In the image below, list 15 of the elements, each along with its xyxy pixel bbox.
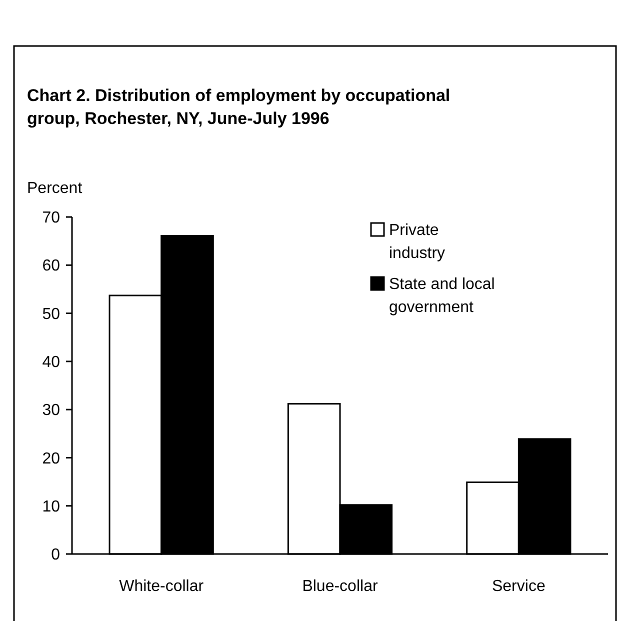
y-tick-label: 70 [42, 210, 60, 227]
legend-label: Private industry [389, 222, 446, 262]
x-tick-label: Service [492, 578, 546, 595]
y-tick-label: 40 [42, 354, 60, 372]
y-axis-title: Percent [27, 180, 83, 197]
legend-label: State and local government [389, 276, 495, 316]
y-tick-label: 0 [51, 546, 60, 564]
y-tick-label: 10 [42, 498, 60, 516]
chart-title: Chart 2. Distribution of employment by occupational group, Rochester, NY, June-July 1996 [27, 86, 450, 128]
y-tick-label: 50 [42, 306, 60, 323]
x-tick-label: White-collar [119, 578, 204, 595]
y-tick-label: 60 [42, 258, 60, 275]
x-tick-label: Blue-collar [302, 578, 378, 595]
y-tick-label: 20 [42, 450, 60, 468]
y-tick-label: 30 [42, 402, 60, 420]
